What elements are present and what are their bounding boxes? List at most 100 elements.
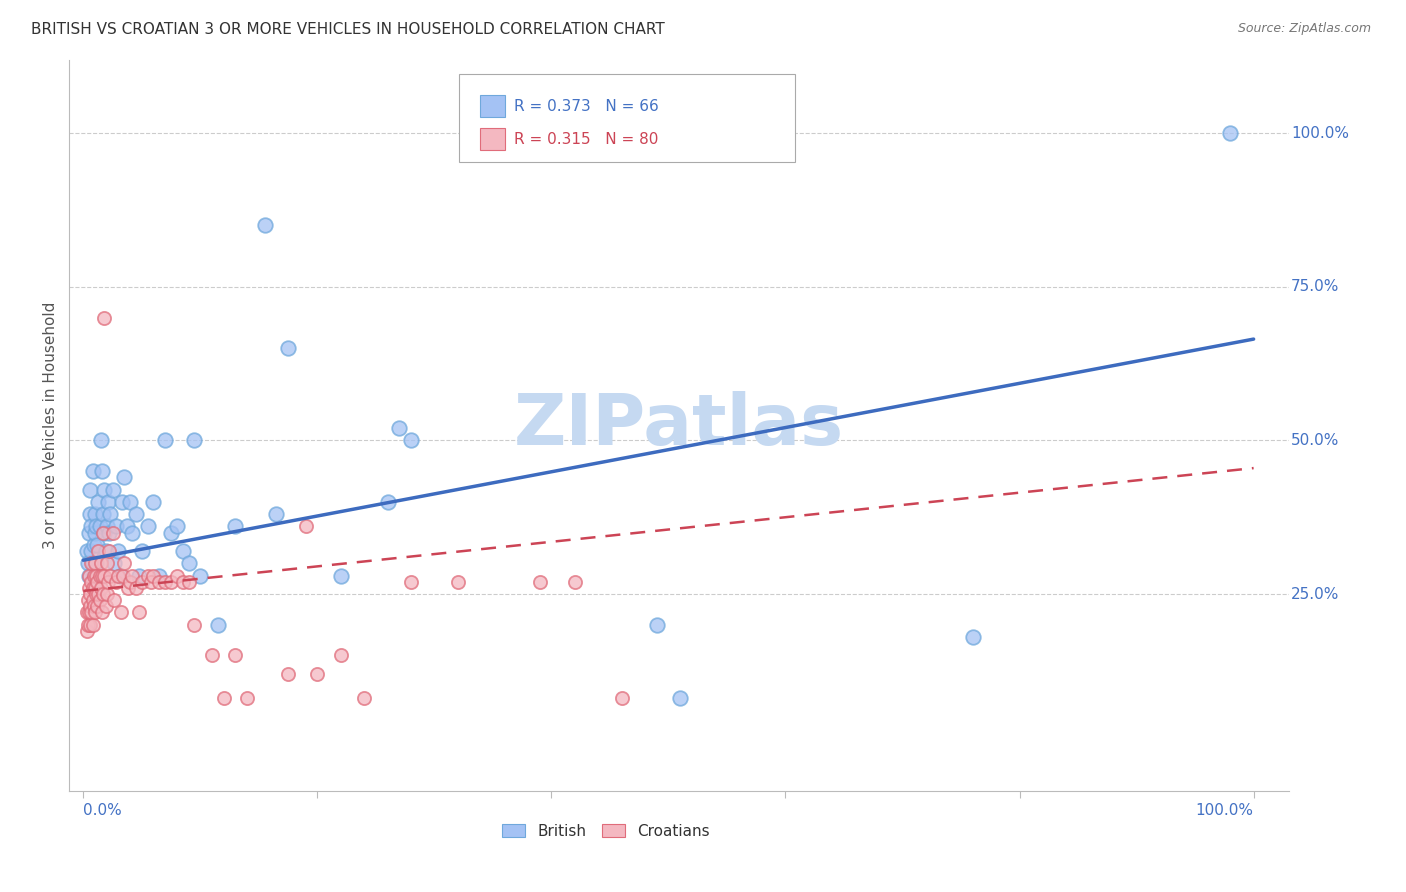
Point [128, 568, 150, 582]
Point [76, 544, 98, 558]
Point [80, 544, 103, 558]
Point [91, 587, 114, 601]
Point [90, 434, 112, 448]
Point [83, 568, 105, 582]
Point [103, 557, 125, 571]
Point [82, 617, 104, 632]
Point [294, 519, 316, 533]
Point [77, 557, 100, 571]
Point [329, 648, 352, 663]
Point [120, 574, 142, 589]
Point [93, 483, 115, 497]
Y-axis label: 3 or more Vehicles in Household: 3 or more Vehicles in Household [44, 301, 58, 549]
Point [96, 519, 118, 533]
Point [96, 557, 118, 571]
Point [91, 525, 114, 540]
Point [136, 519, 159, 533]
Point [94, 599, 117, 614]
Text: 100.0%: 100.0% [1195, 803, 1254, 818]
Point [82, 593, 104, 607]
Point [82, 581, 104, 595]
Point [307, 666, 329, 681]
Point [153, 574, 176, 589]
Point [79, 483, 101, 497]
Point [91, 507, 114, 521]
Point [645, 617, 668, 632]
Point [962, 630, 984, 644]
Point [80, 606, 103, 620]
Point [87, 587, 110, 601]
Point [564, 574, 586, 589]
Point [236, 691, 259, 706]
Point [160, 525, 183, 540]
Point [377, 495, 399, 509]
Point [399, 434, 422, 448]
Point [183, 434, 205, 448]
Point [82, 464, 104, 478]
Text: 100.0%: 100.0% [1291, 126, 1350, 141]
Text: R = 0.373   N = 66: R = 0.373 N = 66 [515, 99, 659, 114]
Point [83, 538, 105, 552]
Point [117, 581, 139, 595]
Point [96, 587, 118, 601]
Point [91, 568, 114, 582]
Point [79, 599, 101, 614]
Point [98, 507, 121, 521]
Point [529, 574, 551, 589]
Point [112, 470, 135, 484]
Point [105, 574, 128, 589]
Point [93, 310, 115, 325]
Point [121, 568, 143, 582]
Point [136, 568, 159, 582]
Text: BRITISH VS CROATIAN 3 OR MORE VEHICLES IN HOUSEHOLD CORRELATION CHART: BRITISH VS CROATIAN 3 OR MORE VEHICLES I… [31, 22, 665, 37]
Point [142, 568, 165, 582]
Point [120, 495, 142, 509]
Point [183, 617, 205, 632]
Point [201, 648, 224, 663]
Point [84, 519, 107, 533]
Point [86, 599, 108, 614]
Point [148, 568, 170, 582]
Point [399, 574, 422, 589]
Point [82, 557, 104, 571]
Point [87, 544, 110, 558]
Point [79, 587, 101, 601]
Point [277, 666, 299, 681]
Point [84, 581, 107, 595]
Point [89, 568, 111, 582]
Point [97, 574, 120, 589]
Point [98, 544, 121, 558]
Text: 25.0%: 25.0% [1291, 587, 1340, 601]
Text: R = 0.315   N = 80: R = 0.315 N = 80 [515, 132, 659, 147]
Point [83, 599, 105, 614]
Point [77, 593, 100, 607]
Point [125, 507, 148, 521]
Point [89, 568, 111, 582]
Point [110, 606, 132, 620]
Point [93, 568, 115, 582]
Point [224, 519, 246, 533]
Point [172, 544, 194, 558]
Point [224, 648, 246, 663]
Point [353, 691, 375, 706]
Point [253, 219, 276, 233]
Point [160, 574, 183, 589]
Point [86, 538, 108, 552]
Point [90, 581, 112, 595]
Point [76, 624, 98, 638]
Point [447, 574, 470, 589]
Point [112, 557, 135, 571]
Point [172, 574, 194, 589]
Point [83, 568, 105, 582]
Point [188, 568, 211, 582]
Point [97, 495, 120, 509]
Point [107, 544, 129, 558]
Point [77, 568, 100, 582]
Point [94, 544, 117, 558]
FancyBboxPatch shape [481, 95, 505, 118]
Text: Source: ZipAtlas.com: Source: ZipAtlas.com [1237, 22, 1371, 36]
Point [141, 574, 163, 589]
FancyBboxPatch shape [481, 128, 505, 150]
Point [84, 568, 107, 582]
Legend: British, Croatians: British, Croatians [496, 818, 716, 845]
